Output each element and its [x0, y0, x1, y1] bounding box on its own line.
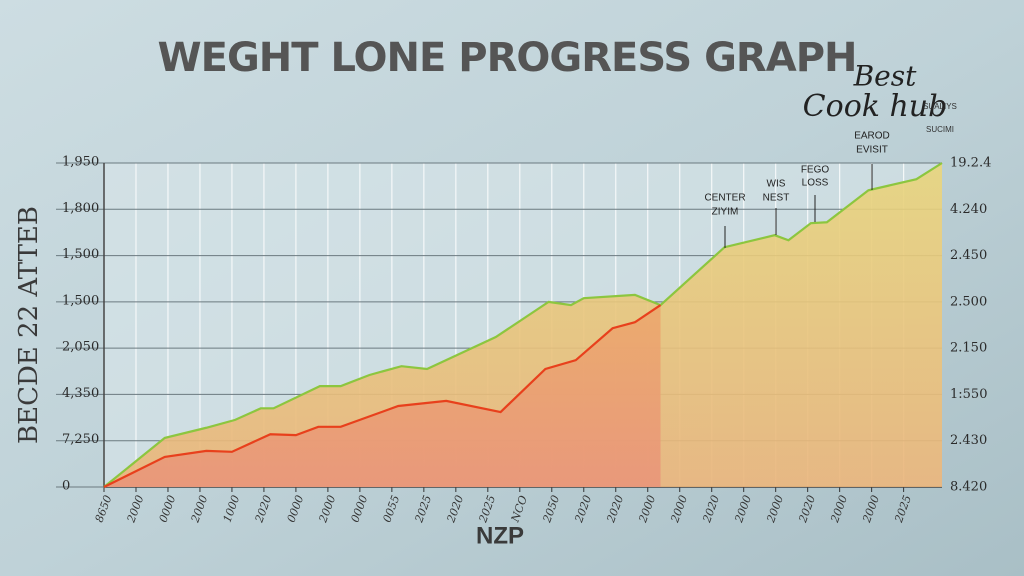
y-axis-label: BECDE 22 ATTEB	[14, 206, 44, 444]
y2-tick-label: 2.500	[950, 294, 987, 309]
logo-text: SUALIYS	[923, 102, 957, 111]
y-tick-label: 1,800	[62, 201, 99, 216]
annotation: FEGO	[801, 165, 830, 176]
line	[103, 304, 662, 488]
annotations: CENTER ZIYIM WIS NEST FEGO LOSS EAROD EV…	[704, 131, 890, 248]
area	[104, 305, 661, 487]
logo: Best Cook hub SUALIYS SUCIMI	[803, 60, 957, 135]
annotation: EVISIT	[856, 145, 888, 156]
y-tick-label: 7,250	[62, 432, 99, 447]
annotation: EAROD	[854, 131, 890, 142]
annotation: NEST	[763, 193, 790, 204]
y-tick-label: 0	[62, 479, 70, 494]
y2-tick-label: 1:550	[950, 387, 987, 402]
y-tick-label: 1,950	[62, 155, 99, 170]
chart-title: WEGHT LONE PROGRESS GRAPH	[158, 35, 857, 81]
y-tick-label: 1,500	[62, 293, 99, 308]
logo-text: Cook hub	[803, 89, 948, 124]
y2-tick-label: 2.150	[950, 341, 987, 356]
y2-tick-label: 2.450	[950, 248, 987, 263]
annotation: ZIYIM	[712, 207, 739, 218]
y-tick-label: 1,500	[62, 247, 99, 262]
y-tick-label: 2,050	[62, 340, 99, 355]
y-tick-label: 4,350	[62, 386, 99, 401]
y2-tick-label: 2.430	[950, 433, 987, 448]
logo-text: Best	[853, 60, 918, 93]
area	[104, 163, 942, 487]
y2-tick-label: 4.240	[950, 202, 987, 217]
annotation: LOSS	[802, 178, 829, 189]
y2-tick-label: 19.2.4	[950, 156, 991, 171]
annotation: WIS	[767, 179, 786, 190]
line	[103, 162, 943, 488]
x-axis-label: NZP	[476, 522, 524, 549]
y2-tick-label: 8.420	[950, 480, 987, 495]
annotation: CENTER	[704, 193, 745, 204]
logo-text: SUCIMI	[926, 125, 954, 134]
